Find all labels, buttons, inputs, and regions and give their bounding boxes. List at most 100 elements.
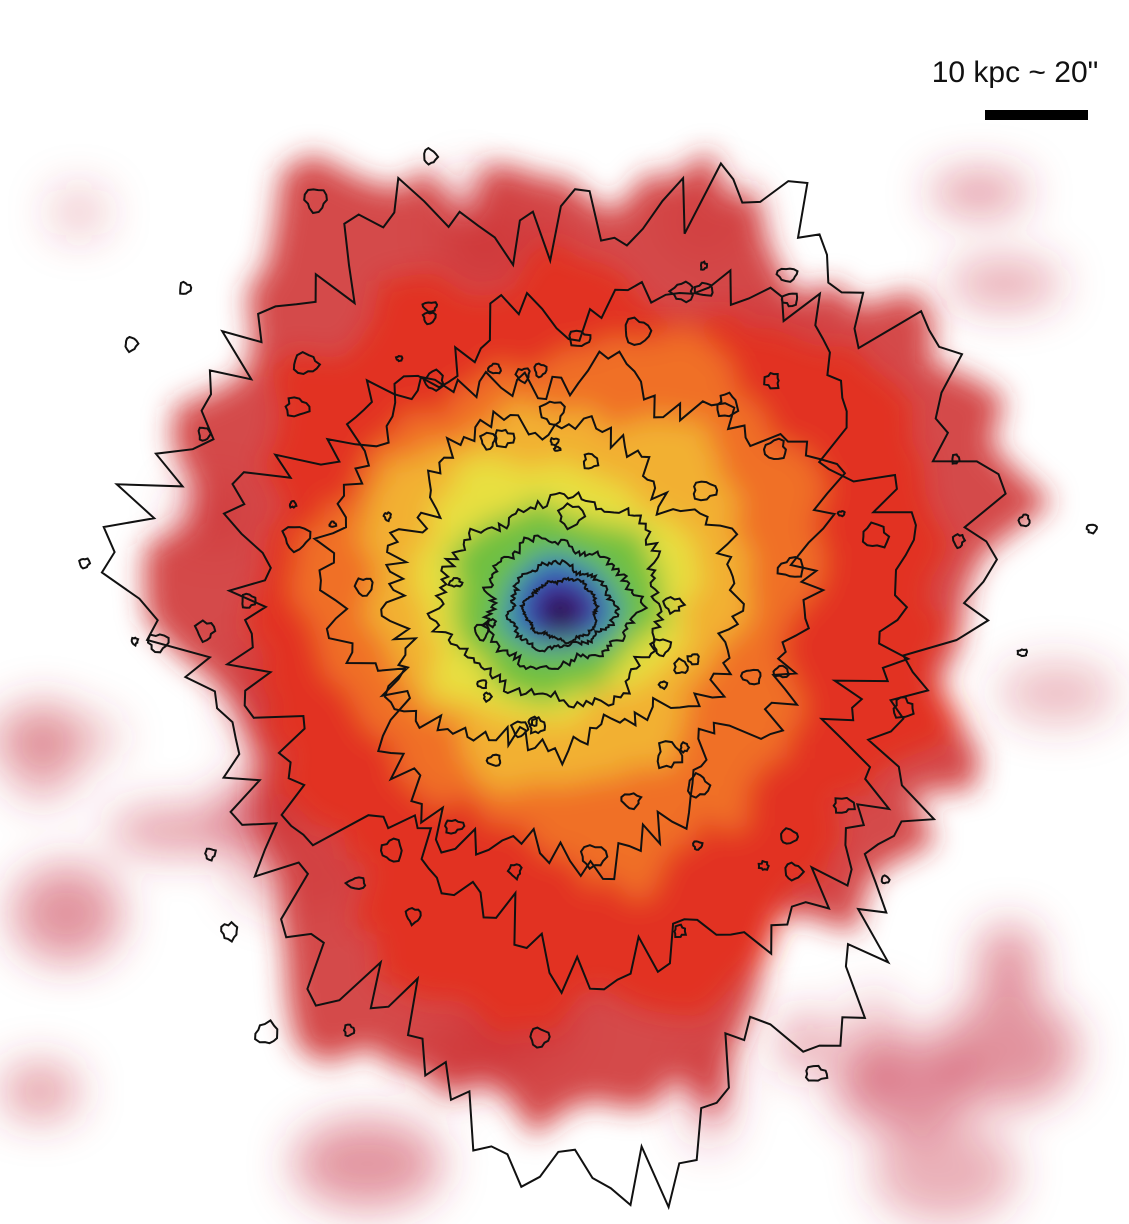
- contour-island: [620, 792, 643, 811]
- contour-island: [514, 367, 531, 385]
- contour-island: [692, 840, 704, 851]
- contour-island: [421, 311, 437, 326]
- contour-island: [762, 437, 787, 461]
- contour-island: [478, 431, 497, 451]
- contour-island: [693, 281, 714, 297]
- contour-island: [652, 638, 673, 658]
- contour-island: [757, 859, 770, 871]
- contour-island: [951, 453, 961, 465]
- contour-island: [832, 796, 856, 814]
- contour-island: [528, 715, 547, 735]
- contour-island: [487, 362, 502, 375]
- contour-island: [284, 396, 311, 418]
- contour-island: [951, 533, 967, 550]
- contour-island: [394, 355, 404, 363]
- faint-blob: [946, 258, 1062, 309]
- contour-island: [716, 391, 740, 418]
- contour-island: [193, 619, 217, 644]
- faint-blob: [929, 172, 1029, 213]
- contour-island: [667, 280, 695, 304]
- faint-blob: [0, 709, 123, 766]
- contour-island: [780, 292, 799, 308]
- contour-island: [486, 617, 498, 629]
- contour-island: [220, 920, 239, 943]
- contour: [312, 350, 847, 881]
- contour-island: [739, 668, 762, 686]
- scale-bar: [985, 110, 1088, 120]
- contour-island: [804, 1064, 829, 1082]
- faint-blob: [777, 1012, 834, 1075]
- contour-island: [485, 753, 502, 767]
- contour-island: [422, 368, 445, 392]
- contour: [380, 409, 745, 767]
- contour: [505, 558, 621, 653]
- contour-island: [775, 267, 799, 283]
- contour-island: [421, 301, 439, 313]
- contour: [222, 268, 917, 995]
- contour-island: [780, 827, 800, 845]
- contour-island: [476, 679, 488, 690]
- contour-island: [382, 511, 393, 523]
- faint-blob: [833, 1038, 975, 1133]
- contour-island: [772, 664, 791, 679]
- faint-blob: [871, 1121, 1018, 1223]
- contour-island: [657, 680, 669, 691]
- contour-island: [568, 329, 592, 348]
- contour-island: [343, 876, 367, 891]
- contour: [100, 161, 1007, 1211]
- contour-island: [473, 623, 490, 642]
- contour: [480, 534, 649, 671]
- contour-island: [552, 445, 562, 452]
- contour-island: [303, 188, 328, 215]
- contour-island: [892, 696, 915, 719]
- scale-label: 10 kpc ~ 20": [932, 56, 1099, 89]
- faint-blob: [977, 923, 1040, 1005]
- contour-island: [353, 577, 374, 597]
- contour-island: [197, 426, 212, 442]
- contour-island: [533, 362, 548, 379]
- contour-island: [763, 371, 780, 390]
- contour-island: [673, 923, 688, 938]
- contour-island: [292, 350, 322, 376]
- contour-island: [529, 1026, 551, 1049]
- contour-island: [444, 818, 466, 835]
- contour: [426, 490, 665, 709]
- contour-island: [686, 771, 712, 799]
- contour-island: [494, 428, 516, 449]
- contour-island: [880, 874, 891, 885]
- contour-island: [836, 510, 846, 518]
- contour-island: [509, 720, 530, 739]
- contour-island: [204, 847, 217, 862]
- contour-island: [146, 633, 170, 654]
- faint-blob: [998, 662, 1117, 724]
- emission-level: [539, 595, 579, 629]
- contour-island: [656, 740, 684, 770]
- contour-island: [549, 436, 560, 447]
- contour-island: [673, 657, 689, 675]
- contour-island: [78, 557, 92, 570]
- contour-island: [179, 280, 193, 295]
- contour-island: [379, 837, 403, 863]
- contour-island: [281, 526, 312, 554]
- contour-island: [624, 316, 653, 346]
- contour-island: [662, 595, 687, 616]
- contour-island: [538, 400, 566, 427]
- contour-island: [1017, 513, 1031, 528]
- contour-island: [482, 691, 494, 704]
- contour-island: [342, 1023, 356, 1038]
- contours: [78, 146, 1098, 1211]
- contour-island: [1085, 523, 1098, 535]
- contour-island: [404, 907, 422, 927]
- contour-island: [241, 592, 257, 609]
- contour-island: [288, 499, 298, 509]
- faint-blob: [49, 187, 108, 237]
- faint-blob: [292, 1118, 443, 1210]
- contour-island: [527, 715, 538, 727]
- contour-island: [784, 861, 806, 882]
- contour-island: [124, 335, 140, 354]
- faint-blob: [0, 1062, 80, 1120]
- contour-island: [686, 653, 700, 666]
- contour-island: [582, 452, 600, 470]
- contour-island: [328, 520, 338, 528]
